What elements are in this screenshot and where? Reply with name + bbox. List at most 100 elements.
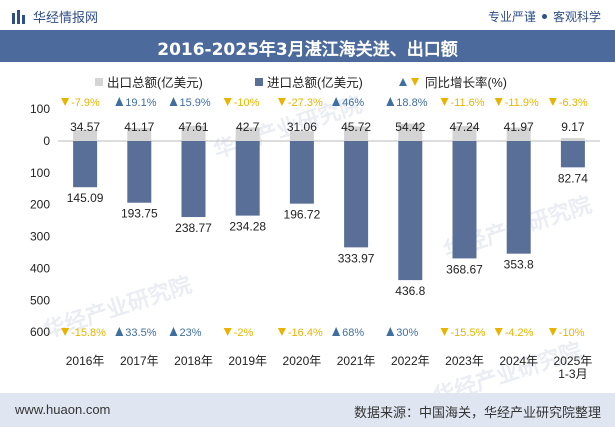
legend-export-swatch-icon — [95, 77, 103, 86]
x-tick-label: 2021年 — [337, 354, 376, 368]
export-growth-down-triangle-icon — [223, 98, 232, 106]
x-tick-label: 2017年 — [120, 354, 159, 368]
import-bar — [398, 141, 423, 281]
export-value-label: 42.7 — [236, 120, 260, 134]
legend-growth-triangles-icon — [399, 77, 419, 86]
legend-import: 进口总额(亿美元) — [255, 72, 363, 91]
x-tick-label: 2016年 — [66, 354, 105, 368]
import-bar — [560, 141, 585, 168]
y-tick-label: 600 — [30, 325, 50, 339]
import-growth-label: 33.5% — [125, 327, 156, 339]
export-growth-label: -27.3% — [288, 97, 323, 109]
export-growth-up-triangle-icon — [115, 97, 124, 106]
import-growth-down-triangle-icon — [494, 328, 503, 336]
import-value-label: 234.28 — [229, 220, 266, 234]
title-bar: 2016-2025年3月湛江海关进、出口额 — [0, 30, 615, 62]
import-value-label: 333.97 — [338, 251, 375, 265]
y-tick-label: 100 — [30, 102, 50, 116]
export-bar — [127, 127, 152, 141]
import-growth-up-triangle-icon — [115, 327, 124, 336]
export-growth-label: -10% — [234, 97, 260, 109]
export-growth-up-triangle-icon — [332, 97, 341, 106]
import-growth-label: -16.4% — [288, 327, 323, 339]
import-value-label: 238.77 — [175, 221, 212, 235]
export-bar — [398, 123, 423, 141]
export-growth-label: -11.6% — [451, 97, 485, 109]
export-value-label: 54.42 — [395, 120, 425, 134]
export-value-label: 34.57 — [70, 120, 100, 134]
import-growth-up-triangle-icon — [332, 327, 341, 336]
import-growth-down-triangle-icon — [548, 328, 557, 336]
export-bar — [181, 125, 206, 141]
export-bar — [235, 127, 260, 141]
import-bar — [344, 141, 369, 248]
import-growth-label: -4.2% — [505, 327, 534, 339]
import-bar — [506, 141, 531, 254]
x-tick-label: 2024年 — [499, 354, 538, 368]
export-growth-label: -11.9% — [505, 97, 539, 109]
export-bar — [452, 125, 477, 141]
brand[interactable]: 华经情报网 — [12, 7, 98, 26]
export-growth-label: 46% — [342, 97, 364, 109]
legend-import-swatch-icon — [255, 77, 263, 86]
y-tick-label: 100 — [30, 166, 50, 180]
export-growth-down-triangle-icon — [277, 98, 286, 106]
import-bar — [181, 141, 206, 218]
y-tick-label: 200 — [30, 198, 50, 212]
footer: www.huaon.com 数据来源：中国海关，华经产业研究院整理 — [0, 393, 615, 427]
import-bar — [289, 141, 314, 204]
legend-export-label: 出口总额(亿美元) — [107, 76, 203, 90]
export-bar — [289, 131, 314, 141]
import-growth-down-triangle-icon — [277, 328, 286, 336]
import-growth-down-triangle-icon — [61, 328, 70, 336]
export-growth-up-triangle-icon — [386, 97, 395, 106]
export-value-label: 45.72 — [341, 120, 371, 134]
export-growth-down-triangle-icon — [440, 98, 449, 106]
import-value-label: 82.74 — [558, 171, 588, 185]
import-value-label: 436.8 — [395, 284, 425, 298]
import-growth-label: 23% — [180, 327, 202, 339]
brand-logo-icon — [12, 9, 25, 24]
export-value-label: 41.17 — [124, 120, 154, 134]
export-growth-label: 19.1% — [125, 97, 156, 109]
x-tick-label: 2020年 — [283, 354, 322, 368]
x-tick-label: 2018年 — [174, 354, 213, 368]
footer-site[interactable]: www.huaon.com — [15, 402, 111, 417]
slogan-dot-icon — [541, 14, 547, 19]
legend: 出口总额(亿美元) 进口总额(亿美元) 同比增长率(%) — [95, 72, 565, 92]
export-value-label: 47.24 — [449, 120, 479, 134]
slogan: 专业严谨 客观科学 — [488, 8, 601, 25]
export-value-label: 41.97 — [504, 120, 534, 134]
import-value-label: 145.09 — [67, 191, 104, 205]
x-tick-label: 2019年 — [228, 354, 267, 368]
export-bar — [506, 127, 531, 141]
legend-growth: 同比增长率(%) — [399, 72, 507, 91]
y-tick-label: 0 — [43, 134, 50, 148]
import-value-label: 368.67 — [446, 262, 483, 276]
import-growth-label: -10% — [559, 327, 585, 339]
export-bar — [73, 129, 98, 141]
import-value-label: 193.75 — [121, 207, 158, 221]
x-tick-label: 1-3月 — [558, 367, 587, 381]
slogan-left: 专业严谨 — [487, 10, 536, 24]
y-tick-label: 500 — [30, 293, 50, 307]
export-growth-label: 18.8% — [396, 97, 427, 109]
legend-import-label: 进口总额(亿美元) — [267, 76, 363, 90]
import-bar — [235, 141, 260, 216]
import-bar — [127, 141, 152, 203]
brand-name: 华经情报网 — [33, 10, 99, 25]
export-bar — [560, 138, 585, 141]
export-growth-down-triangle-icon — [61, 98, 70, 106]
import-growth-label: -2% — [234, 327, 254, 339]
y-tick-label: 300 — [30, 230, 50, 244]
import-value-label: 353.8 — [504, 258, 534, 272]
bar-chart: 100 0 100 200 300 400 500 600 34.57 145.09 2016年 -7… — [30, 97, 600, 381]
top-bar: 华经情报网 专业严谨 客观科学 — [0, 0, 615, 30]
footer-source: 数据来源：中国海关，华经产业研究院整理 — [353, 405, 601, 420]
legend-growth-label: 同比增长率(%) — [425, 76, 507, 90]
y-tick-label: 400 — [30, 261, 50, 275]
export-growth-down-triangle-icon — [494, 98, 503, 106]
import-growth-label: 68% — [342, 327, 364, 339]
export-growth-label: -6.3% — [559, 97, 588, 109]
